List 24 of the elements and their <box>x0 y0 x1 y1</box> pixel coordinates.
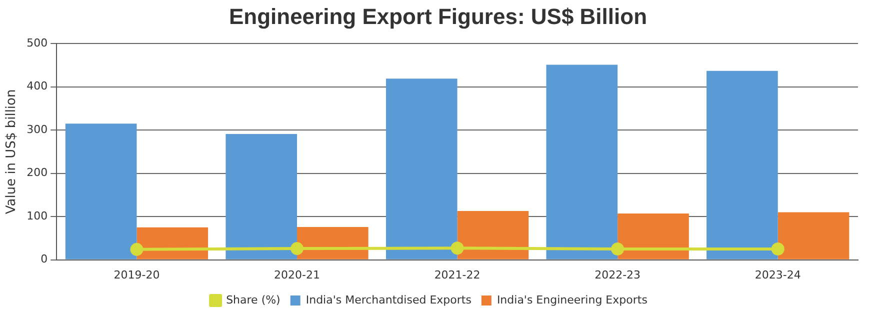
bar <box>226 134 298 260</box>
y-axis-title: Value in US$ billion <box>4 89 20 214</box>
bar <box>546 64 618 260</box>
y-tick-label: 300 <box>26 122 48 136</box>
bar <box>706 70 778 260</box>
y-tick-label: 400 <box>26 80 48 93</box>
legend-label: Share (%) <box>226 293 280 306</box>
y-tick-label: 500 <box>26 36 48 50</box>
bar <box>65 124 137 260</box>
chart-title: Engineering Export Figures: US$ Billion <box>228 3 648 31</box>
x-tick-label: 2022-23 <box>594 268 641 282</box>
y-tick-label: 0 <box>40 252 48 266</box>
legend-label: India's Engineering Exports <box>496 293 648 306</box>
bar <box>386 78 458 260</box>
bar <box>778 212 850 260</box>
x-tick-label: 2019-20 <box>114 268 160 282</box>
x-tick-label: 2021-22 <box>434 268 480 282</box>
y-tick-label: 200 <box>26 166 48 180</box>
x-tick-label: 2020-21 <box>274 268 320 282</box>
y-tick-label: 100 <box>26 209 48 222</box>
x-tick-label: 2023-24 <box>754 268 801 282</box>
bar <box>457 210 529 260</box>
legend-label: India's Merchantdised Exports <box>306 293 472 306</box>
bar <box>618 214 689 260</box>
